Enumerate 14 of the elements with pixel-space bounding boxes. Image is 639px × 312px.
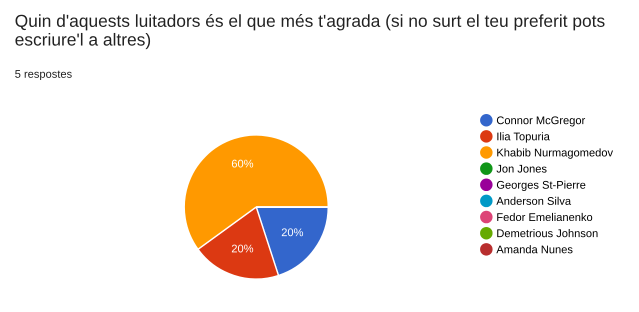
data-label: 60% [232,160,254,168]
data-label: 20% [232,244,254,252]
legend-label: Khabib Nurmagomedov [497,148,614,159]
legend-label: Anderson Silva [496,196,572,205]
chart-title: Quin d'aquests luitadors és el que més t'agrada (si no surt el teu preferit pots escriure'l a altres) [15,14,605,50]
legend-label: Jon Jones [496,164,547,173]
legend-label: Ilia Topuria [497,132,550,143]
legend-label: Demetrious Johnson [497,229,598,238]
text: 5 respostes [15,70,72,80]
data-label: 20% [282,228,304,236]
legend-label: Georges St-Pierre [496,180,586,191]
legend-label: Amanda Nunes [496,245,573,254]
legend-label: Connor McGregor [496,116,586,126]
legend-label: Fedor Emelianenko [497,212,592,222]
